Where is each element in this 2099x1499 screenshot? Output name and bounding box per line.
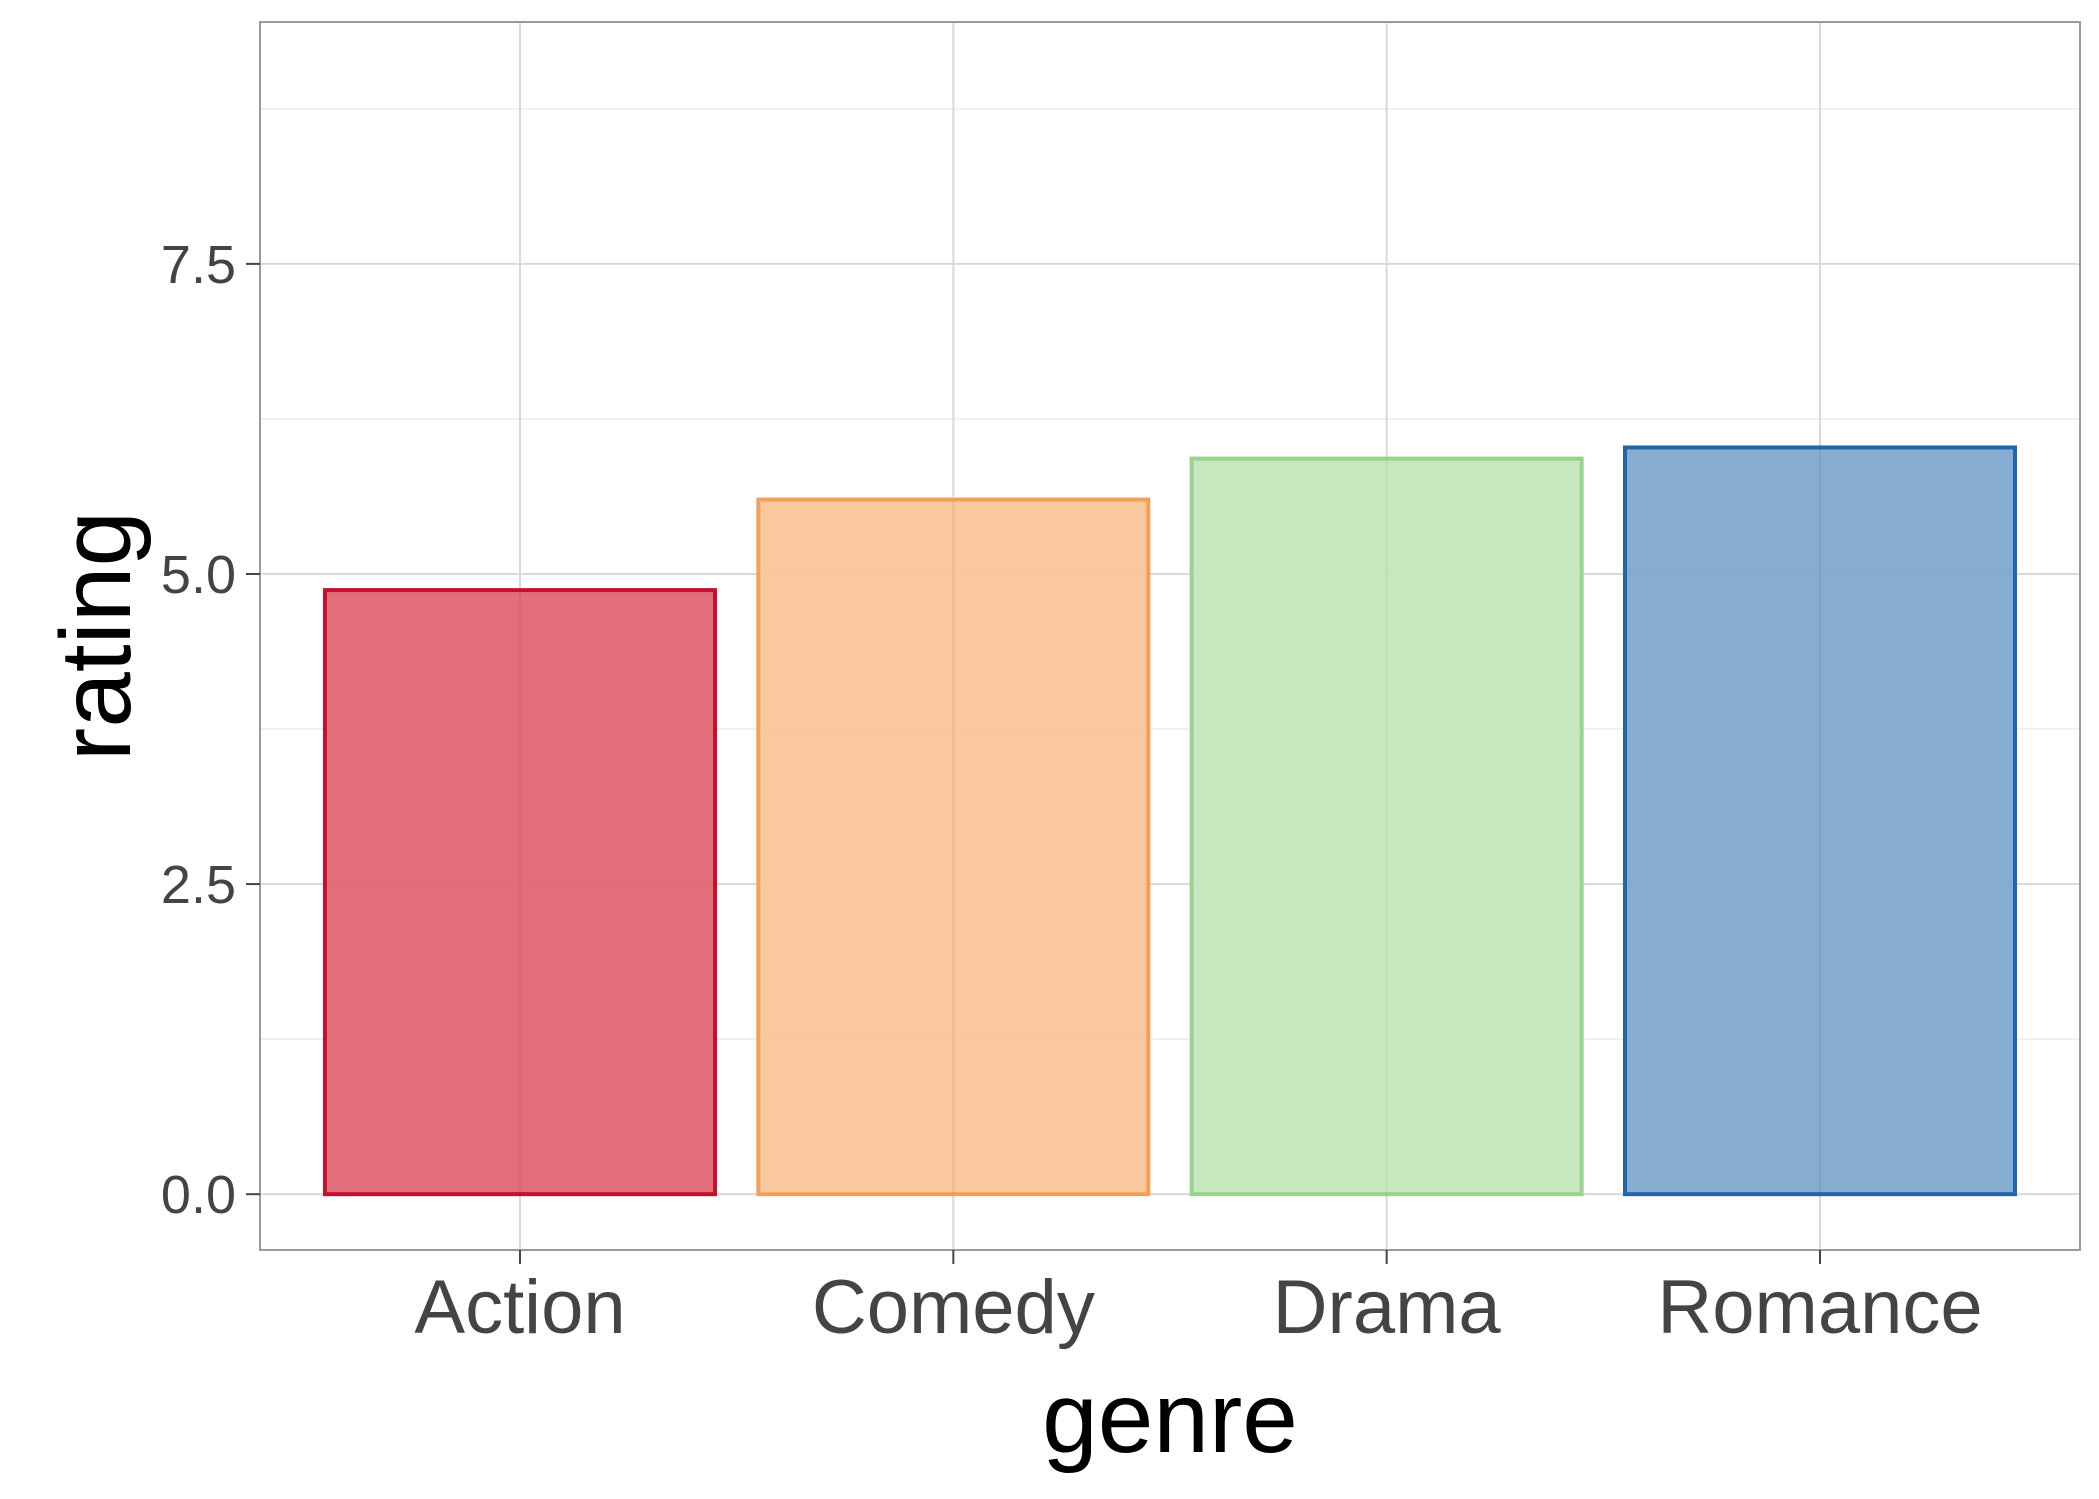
x-tick-label-action: Action — [414, 1265, 625, 1350]
x-axis-title: genre — [1042, 1362, 1298, 1474]
y-axis-ticks: 0.0 2.5 5.0 7.5 — [161, 235, 260, 1225]
bar-action — [323, 588, 717, 1197]
bar-comedy — [756, 497, 1151, 1197]
panel-border — [259, 21, 2081, 1251]
x-tick-label-comedy: Comedy — [812, 1265, 1095, 1350]
y-tick-label: 7.5 — [161, 235, 236, 295]
bar-romance — [1623, 445, 2017, 1197]
bars — [323, 445, 2017, 1197]
y-tick-label: 2.5 — [161, 855, 236, 915]
y-tick-label: 5.0 — [161, 545, 236, 605]
x-tick-label-romance: Romance — [1657, 1265, 1982, 1350]
y-tick-label: 0.0 — [161, 1165, 236, 1225]
bar-drama — [1189, 456, 1584, 1197]
x-tick-label-drama: Drama — [1273, 1265, 1502, 1350]
y-axis-title: rating — [40, 511, 152, 761]
x-axis-ticks: Action Comedy Drama Romance — [414, 1250, 1983, 1350]
